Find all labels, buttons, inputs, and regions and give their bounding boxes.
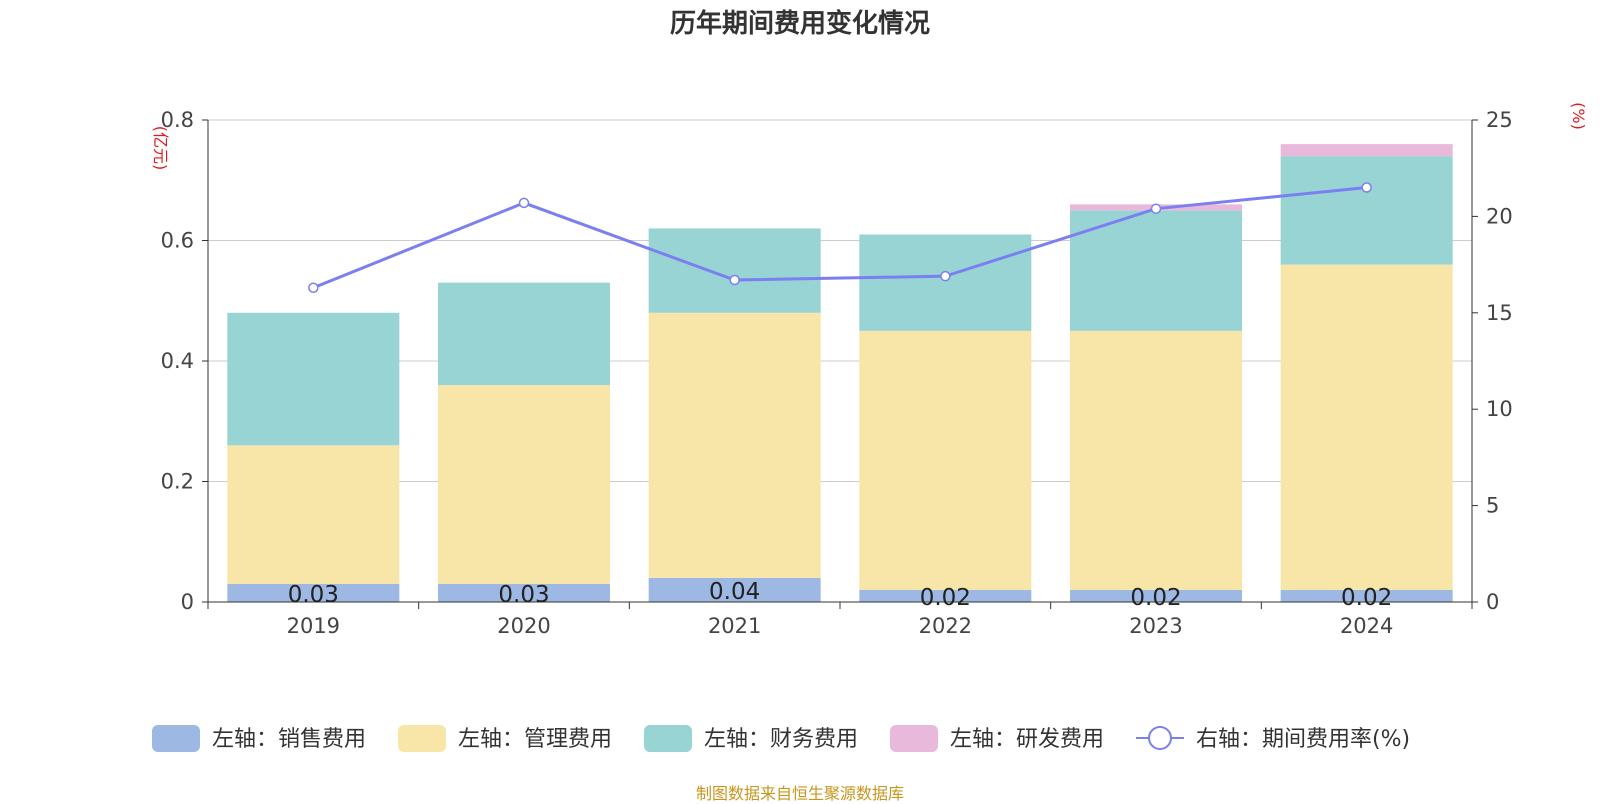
chart-title: 历年期间费用变化情况 bbox=[670, 8, 930, 39]
bar-segment bbox=[1070, 330, 1242, 590]
legend-label: 左轴：销售费用 bbox=[212, 727, 366, 752]
data-labels: 0.03 0.03 0.04 0.02 0.02 0.02 bbox=[288, 579, 1393, 611]
bar-segment bbox=[859, 234, 1032, 331]
x-tick-label: 2023 bbox=[1129, 614, 1182, 638]
right-tick-label: 5 bbox=[1486, 494, 1499, 518]
source-note: 制图数据来自恒生聚源数据库 bbox=[695, 784, 904, 803]
right-tick-label: 15 bbox=[1486, 301, 1513, 325]
legend: 左轴：销售费用 左轴：管理费用 左轴：财务费用 左轴：研发费用 右轴：期间费用率(%) bbox=[152, 725, 1410, 752]
bar-data-label: 0.03 bbox=[288, 582, 339, 608]
left-axis-unit: (亿元) bbox=[151, 126, 170, 171]
right-tick-label: 20 bbox=[1486, 204, 1513, 228]
bar-segment bbox=[648, 312, 821, 578]
legend-label: 左轴：财务费用 bbox=[704, 727, 858, 752]
line-point bbox=[729, 274, 740, 286]
bar-segment bbox=[438, 583, 610, 602]
x-tick-label: 2021 bbox=[708, 614, 761, 638]
bar-segment bbox=[227, 583, 400, 602]
legend-label: 左轴：研发费用 bbox=[950, 727, 1104, 752]
bar-segment bbox=[1070, 210, 1242, 331]
bar-segment bbox=[438, 385, 610, 584]
left-tick-label: 0.2 bbox=[161, 470, 194, 494]
stacked-bars bbox=[227, 144, 1453, 602]
bar-data-label: 0.02 bbox=[1341, 585, 1392, 611]
line-point bbox=[518, 197, 530, 209]
right-axis-unit: (%) bbox=[1569, 102, 1588, 130]
left-tick-label: 0.4 bbox=[161, 349, 194, 373]
bar-data-label: 0.04 bbox=[709, 579, 760, 605]
x-tick-label: 2022 bbox=[919, 614, 972, 638]
legend-swatch bbox=[398, 725, 446, 752]
line-point bbox=[1361, 182, 1372, 193]
left-tick-label: 0.6 bbox=[161, 229, 194, 253]
bar-segment bbox=[438, 282, 610, 386]
bar-segment bbox=[648, 228, 821, 313]
x-tick-label: 2020 bbox=[497, 614, 550, 638]
legend-label: 右轴：期间费用率(%) bbox=[1196, 727, 1410, 752]
bar-segment bbox=[1280, 156, 1453, 265]
bar-segment bbox=[859, 330, 1032, 590]
axes: 0 0.2 0.4 0.6 0.8 0 5 10 15 20 25 2019 2020 2021 2022 2… bbox=[151, 102, 1588, 638]
x-tick-label: 2024 bbox=[1340, 614, 1393, 638]
bar-segment bbox=[227, 445, 400, 584]
bar-segment bbox=[227, 312, 400, 446]
right-tick-label: 0 bbox=[1486, 590, 1499, 614]
bar-segment bbox=[1280, 589, 1453, 602]
bar-segment bbox=[1070, 589, 1242, 602]
left-tick-label: 0.8 bbox=[161, 108, 194, 132]
line-point bbox=[940, 270, 951, 282]
legend-swatch bbox=[644, 725, 692, 752]
line-point bbox=[308, 282, 319, 293]
legend-label: 左轴：管理费用 bbox=[458, 727, 612, 752]
bar-segment bbox=[648, 577, 821, 602]
bar-data-label: 0.03 bbox=[498, 582, 549, 608]
bar-segment bbox=[1280, 264, 1453, 590]
line-point bbox=[1150, 203, 1162, 214]
line-path bbox=[312, 185, 1367, 290]
left-tick-label: 0 bbox=[181, 590, 194, 614]
bar-data-label: 0.02 bbox=[920, 585, 971, 611]
legend-swatch bbox=[890, 725, 938, 752]
bar-segment bbox=[1280, 144, 1453, 157]
legend-swatch bbox=[152, 725, 200, 752]
bar-data-label: 0.02 bbox=[1130, 585, 1181, 611]
bar-segment bbox=[859, 589, 1032, 602]
expense-rate-line bbox=[308, 182, 1372, 293]
right-tick-label: 25 bbox=[1486, 108, 1513, 132]
x-tick-label: 2019 bbox=[287, 614, 340, 638]
right-tick-label: 10 bbox=[1486, 397, 1513, 421]
legend-marker bbox=[1148, 726, 1172, 750]
grid-lines bbox=[208, 119, 1472, 482]
